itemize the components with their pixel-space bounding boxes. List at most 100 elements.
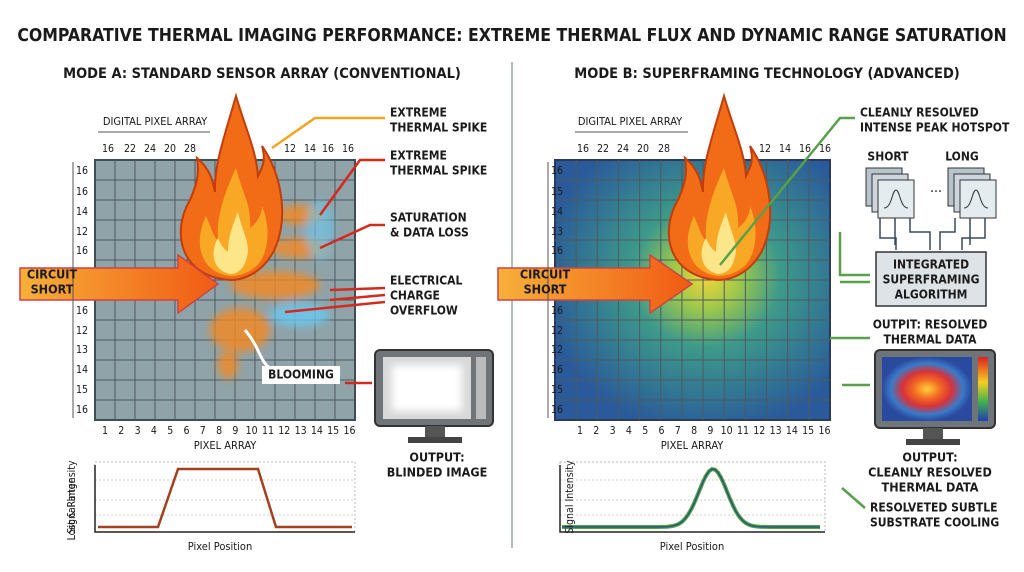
tick-label: 12 [284, 143, 296, 155]
array-label: DIGITAL PIXEL ARRAY [103, 115, 208, 128]
output-label: BLINDED IMAGE [387, 465, 488, 480]
frame-label: SHORT [867, 150, 909, 164]
tick-label: 16 [322, 143, 334, 155]
tick-label: 4 [626, 425, 632, 437]
tick-label: 8 [691, 425, 697, 437]
annotation: OVERFLOW [390, 304, 458, 318]
tick-label: 12 [759, 143, 771, 155]
ellipsis: ··· [930, 184, 942, 200]
tick-label: 2 [118, 425, 124, 437]
tick-label: 3 [610, 425, 616, 437]
tick-label: 16 [76, 165, 88, 177]
algorithm-label: INTEGRATED [893, 258, 969, 272]
tick-label: 16 [76, 404, 88, 416]
tick-label: 15 [551, 186, 563, 198]
tick-label: 20 [164, 143, 176, 155]
tick-label: 16 [551, 305, 563, 317]
tick-label: 8 [216, 425, 222, 437]
annotation: & DATA LOSS [390, 226, 469, 240]
tick-label: 16 [799, 143, 811, 155]
tick-label: 20 [637, 143, 649, 155]
annotation: THERMAL SPIKE [390, 121, 487, 135]
axis-label: PIXEL ARRAY [661, 439, 725, 452]
tick-label: 7 [200, 425, 206, 437]
tick-label: 14 [76, 206, 88, 218]
tick-label: 16 [551, 404, 563, 416]
tick-label: 1 [102, 425, 108, 437]
output-label: OUTPUT: [902, 450, 957, 465]
tick-label: 28 [184, 143, 196, 155]
monitor-b [874, 349, 996, 445]
annotation: EXTREME [390, 149, 447, 163]
tick-label: 14 [76, 364, 88, 376]
plot-x-label: Pixel Position [660, 540, 724, 553]
input-label: SHORT [31, 282, 74, 297]
tick-label: 16 [551, 165, 563, 177]
annotation: THERMAL SPIKE [390, 164, 487, 178]
bloom-box [262, 366, 340, 384]
tick-label: 13 [551, 226, 563, 238]
tick-label: 14 [551, 206, 563, 218]
annotation: SUBSTRATE COOLING [870, 516, 999, 530]
tick-label: 16 [551, 364, 563, 376]
tick-label: 5 [642, 425, 648, 437]
tick-label: 12 [76, 226, 88, 238]
tick-label: 15 [802, 425, 814, 437]
input-label: CIRCUIT [27, 267, 78, 282]
plot-y-label: Lost & Range [66, 477, 78, 540]
flame [667, 95, 772, 281]
tick-label: 13 [76, 344, 88, 356]
input-label: SHORT [524, 282, 567, 297]
tick-label: 16 [819, 143, 831, 155]
input-arrow [19, 253, 220, 315]
panel-title: MODE A: STANDARD SENSOR ARRAY (CONVENTIO… [63, 66, 461, 82]
tick-label: 14 [786, 425, 798, 437]
frame-stacks: ··· [865, 167, 997, 250]
tick-label: 15 [551, 384, 563, 396]
tick-label: 16 [342, 143, 354, 155]
array-label: DIGITAL PIXEL ARRAY [578, 115, 683, 128]
monitor-a [374, 349, 494, 443]
algorithm-label: ALGORITHM [895, 288, 968, 302]
annotation: ELECTRICAL [390, 274, 463, 288]
output-label: OUTPUT: [409, 450, 464, 465]
plot-x-label: Pixel Position [188, 540, 252, 553]
output-label: CLEANLY RESOLVED [868, 465, 992, 480]
input-label: CIRCUIT [520, 267, 571, 282]
tick-label: 16 [551, 245, 563, 257]
tick-label: 5 [167, 425, 173, 437]
input-arrow [497, 253, 694, 315]
tick-label: 22 [597, 143, 609, 155]
plot-y-label: Signal Intensity [564, 460, 576, 534]
tick-label: 1 [577, 425, 583, 437]
annotation: CLEANLY RESOLVED [860, 106, 979, 120]
tick-label: 28 [658, 143, 670, 155]
plot-a [94, 461, 356, 533]
algorithm-label: SUPERFRAMING [883, 273, 980, 287]
tick-label: 14 [311, 425, 323, 437]
annotation: INTENSE PEAK HOTSPOT [860, 121, 1010, 135]
tick-label: 15 [327, 425, 339, 437]
tick-label: 22 [124, 143, 136, 155]
tick-label: 24 [617, 143, 629, 155]
tick-label: 6 [183, 425, 189, 437]
tick-label: 9 [707, 425, 713, 437]
tick-label: 14 [779, 143, 791, 155]
tick-label: 16 [76, 305, 88, 317]
annotation: RESOLVETED SUBTLE [870, 501, 997, 515]
tick-label: 13 [295, 425, 307, 437]
tick-label: 9 [232, 425, 238, 437]
annotation: BLOOMING [268, 368, 334, 382]
tick-label: 13 [770, 425, 782, 437]
tick-label: 16 [577, 143, 589, 155]
tick-label: 10 [721, 425, 733, 437]
tick-label: 2 [593, 425, 599, 437]
annotation: THERMAL DATA [883, 333, 977, 347]
tick-label: 12 [278, 425, 290, 437]
tick-label: 16 [102, 143, 114, 155]
tick-label: 12 [753, 425, 765, 437]
tick-label: 4 [151, 425, 157, 437]
tick-label: 6 [658, 425, 664, 437]
plot-b [559, 461, 826, 533]
tick-label: 11 [737, 425, 749, 437]
